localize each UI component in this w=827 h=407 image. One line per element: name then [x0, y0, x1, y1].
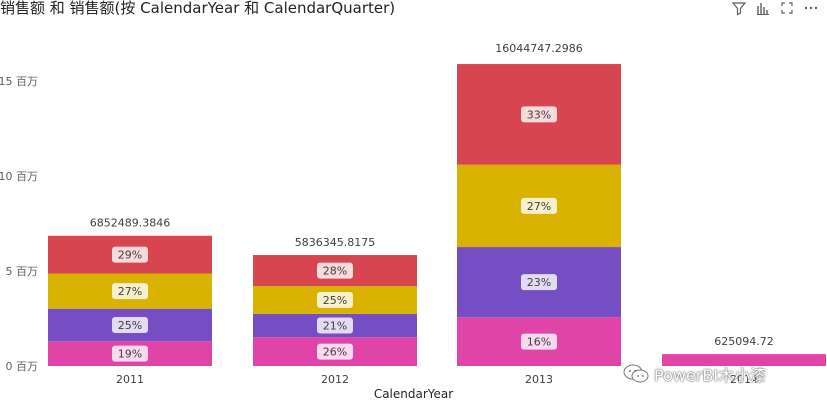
- data-label-box: [317, 262, 353, 279]
- wechat-icon: [623, 364, 649, 383]
- data-label-box: [112, 316, 148, 333]
- watermark-text: PowerBI木小漆: [654, 366, 767, 385]
- expand-icon[interactable]: [779, 0, 795, 16]
- visual-header-toolbar: [731, 0, 819, 16]
- total-label: 5836345.8175: [295, 236, 375, 249]
- data-label-box: [112, 246, 148, 263]
- watermark: PowerBI木小漆: [622, 362, 766, 386]
- data-label: 25%: [323, 294, 347, 307]
- y-tick-label: 0 百万: [6, 360, 39, 373]
- x-axis-title: CalendarYear: [373, 387, 454, 401]
- data-label: 23%: [527, 276, 551, 289]
- total-label: 6852489.3846: [90, 217, 170, 230]
- data-label: 16%: [527, 336, 551, 349]
- y-tick-label: 5 百万: [6, 265, 39, 278]
- data-label: 26%: [323, 346, 347, 359]
- data-label-box: [521, 197, 557, 214]
- x-tick-label: 2013: [525, 373, 553, 386]
- total-label: 625094.72: [714, 335, 774, 348]
- data-label-box: [112, 283, 148, 300]
- data-label-box: [521, 333, 557, 350]
- data-label: 27%: [527, 200, 551, 213]
- data-label: 28%: [323, 265, 347, 278]
- data-label: 33%: [527, 108, 551, 121]
- x-tick-label: 2011: [116, 373, 144, 386]
- data-label-box: [317, 317, 353, 334]
- data-label-box: [521, 106, 557, 123]
- data-label: 19%: [118, 348, 142, 361]
- x-tick-label: 2014: [730, 373, 758, 386]
- data-label-box: [521, 274, 557, 291]
- data-label: 27%: [118, 285, 142, 298]
- y-tick-label: 10 百万: [0, 170, 38, 183]
- data-label: 21%: [323, 320, 347, 333]
- data-label: 29%: [118, 249, 142, 262]
- data-label-box: [317, 291, 353, 308]
- data-label-box: [112, 345, 148, 362]
- more-options-icon[interactable]: [803, 0, 819, 16]
- chart-title: 销售额 和 销售额(按 CalendarYear 和 CalendarQuart…: [0, 0, 396, 17]
- x-tick-label: 2012: [321, 373, 349, 386]
- filter-icon[interactable]: [731, 0, 747, 16]
- focus-mode-icon[interactable]: [755, 0, 771, 16]
- bar-segment: [662, 354, 826, 366]
- data-label: 25%: [118, 319, 142, 332]
- data-label-box: [317, 343, 353, 360]
- total-label: 16044747.2986: [495, 42, 582, 55]
- y-tick-label: 15 百万: [0, 75, 38, 88]
